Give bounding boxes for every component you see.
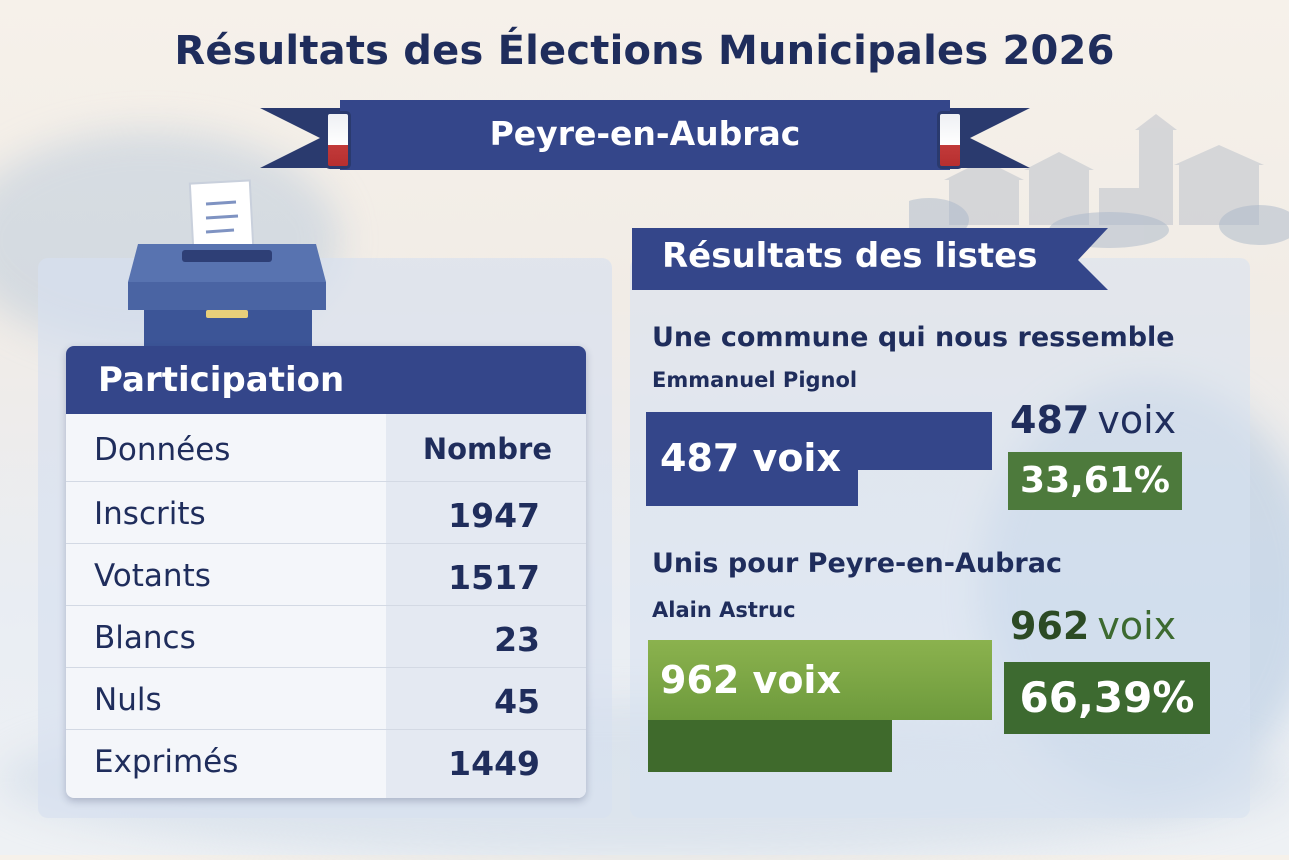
commune-name: Peyre-en-Aubrac xyxy=(489,114,801,153)
row-value: 1947 xyxy=(448,496,540,535)
results-banner xyxy=(632,228,1108,290)
votes-count-1: 487 voix xyxy=(1010,398,1176,442)
table-row: Exprimés 1449 xyxy=(66,730,586,792)
votes-number-1: 487 xyxy=(1010,398,1090,442)
row-divider xyxy=(66,481,586,482)
vote-bar-2-bottom xyxy=(648,720,892,772)
percent-badge-1: 33,61% xyxy=(1008,452,1182,510)
percent-value-2: 66,39% xyxy=(1019,673,1195,722)
row-label: Inscrits xyxy=(94,496,206,532)
participation-title: Participation xyxy=(98,360,345,400)
row-value: 1517 xyxy=(448,558,540,597)
table-header-row: Données Nombre xyxy=(66,414,586,482)
participation-header: Participation xyxy=(66,346,586,414)
list-name: Unis pour Peyre-en-Aubrac xyxy=(652,548,1062,579)
row-divider xyxy=(66,729,586,730)
votes-count-2: 962 voix xyxy=(1010,604,1176,648)
row-value: 23 xyxy=(494,620,540,659)
votes-number-2: 962 xyxy=(1010,604,1090,648)
participation-table: Participation Données Nombre Inscrits 19… xyxy=(66,346,586,798)
percent-badge-2: 66,39% xyxy=(1004,662,1210,734)
row-value: 1449 xyxy=(448,744,540,783)
row-label: Blancs xyxy=(94,620,196,656)
flag-left-icon xyxy=(328,114,348,166)
list-head-name: Alain Astruc xyxy=(652,598,796,622)
percent-value-1: 33,61% xyxy=(1020,460,1170,501)
village-illustration xyxy=(909,114,1289,248)
table-row: Inscrits 1947 xyxy=(66,482,586,544)
value-column-shade xyxy=(386,414,586,798)
ballot-box-icon xyxy=(128,179,326,352)
list-head-name: Emmanuel Pignol xyxy=(652,368,858,392)
page-title: Résultats des Élections Municipales 2026 xyxy=(174,28,1115,74)
row-divider xyxy=(66,605,586,606)
column-header-value: Nombre xyxy=(422,432,552,466)
commune-ribbon: Peyre-en-Aubrac xyxy=(260,98,1030,176)
vote-bar-1 xyxy=(646,412,992,506)
votes-unit-2: voix xyxy=(1097,604,1177,648)
row-divider xyxy=(66,543,586,544)
row-label: Nuls xyxy=(94,682,162,718)
vote-bar-2-top xyxy=(648,640,992,720)
vote-bar-2-label: 962 voix xyxy=(660,658,841,702)
results-title: Résultats des listes xyxy=(662,236,1038,276)
column-header-label: Données xyxy=(94,432,231,468)
table-row: Nuls 45 xyxy=(66,668,586,730)
vote-bar-1-shape xyxy=(646,412,992,506)
row-divider xyxy=(66,667,586,668)
votes-unit-1: voix xyxy=(1097,398,1177,442)
row-label: Exprimés xyxy=(94,744,239,780)
vote-bar-2 xyxy=(648,640,992,772)
table-row: Votants 1517 xyxy=(66,544,586,606)
table-row: Blancs 23 xyxy=(66,606,586,668)
ribbon-shape xyxy=(260,100,1030,170)
row-value: 45 xyxy=(494,682,540,721)
flag-right-icon xyxy=(940,114,960,166)
list-name: Une commune qui nous ressemble xyxy=(652,322,1175,353)
vote-bar-1-label: 487 voix xyxy=(660,436,841,480)
row-label: Votants xyxy=(94,558,211,594)
